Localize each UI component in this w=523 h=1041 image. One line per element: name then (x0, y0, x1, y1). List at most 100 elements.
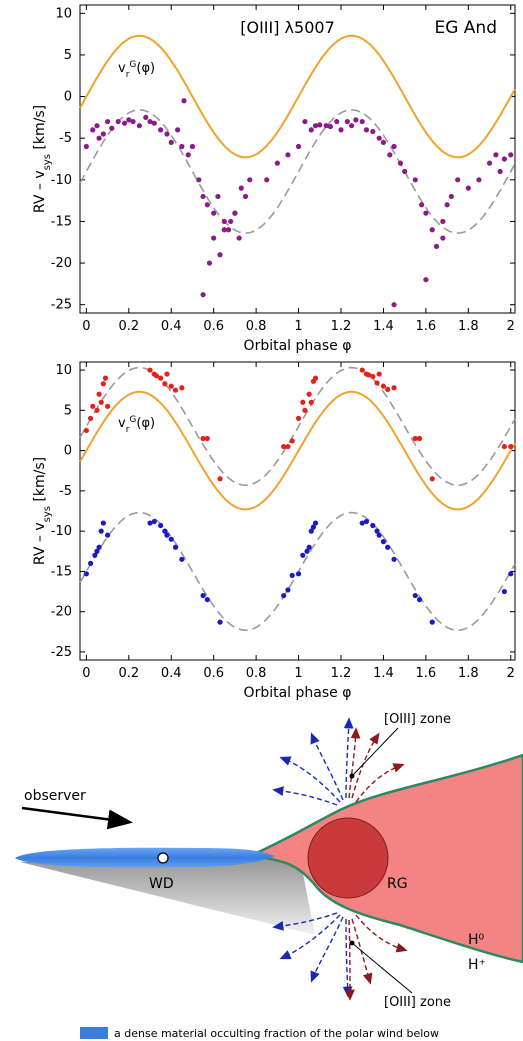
data-point (143, 114, 149, 120)
data-point (274, 160, 280, 166)
data-point (147, 520, 153, 526)
x-tick-label: 1.4 (373, 319, 394, 334)
data-point (423, 277, 429, 283)
data-point (281, 592, 287, 599)
data-point (300, 399, 306, 405)
wind-arrow (310, 916, 344, 983)
data-point (221, 218, 227, 225)
data-point (94, 123, 100, 129)
accretion-disk (15, 847, 275, 868)
data-point (486, 160, 493, 166)
zone-pointer-top (351, 727, 399, 777)
data-point (376, 371, 382, 377)
data-point (501, 588, 507, 595)
data-point (374, 528, 380, 534)
data-point (359, 520, 365, 526)
polar-wind-arrows-bottom (272, 912, 408, 1001)
data-point (164, 131, 170, 137)
data-point (370, 373, 376, 380)
data-point (175, 127, 181, 133)
data-point (289, 438, 295, 444)
data-point (238, 185, 244, 191)
data-point (465, 185, 471, 191)
y-tick-label: 10 (55, 6, 72, 21)
data-point (308, 528, 314, 534)
data-point (96, 135, 102, 141)
data-point (242, 193, 249, 200)
data-point (306, 544, 312, 550)
data-point (327, 123, 333, 130)
data-point (363, 518, 370, 525)
wind-arrow (355, 763, 405, 803)
curve-vrG (79, 390, 516, 511)
data-point (295, 143, 302, 150)
y-tick-label: -20 (51, 256, 72, 271)
data-point (247, 177, 253, 183)
data-point (168, 383, 174, 389)
wind-arrow (355, 914, 408, 953)
data-point (90, 127, 96, 133)
data-point (295, 571, 302, 577)
data-point (204, 596, 210, 603)
x-tick-label: 0.6 (203, 666, 224, 681)
wind-arrow (351, 918, 373, 985)
x-tick-label: 1.4 (373, 666, 394, 681)
geometry-diagram: observer WD RG [OIII] zone [OIII] zone H… (15, 712, 523, 1040)
x-tick-label: 0 (82, 666, 90, 681)
y-tick-label: 0 (64, 444, 72, 459)
data-point (440, 235, 446, 241)
data-point (365, 372, 372, 378)
data-point (497, 168, 503, 175)
x-tick-label: 0.2 (118, 319, 139, 334)
y-tick-label: -15 (51, 564, 72, 579)
observer-arrow (21, 806, 133, 830)
data-point (285, 152, 291, 158)
data-point (306, 391, 312, 397)
curve-vrG (79, 34, 516, 159)
data-point (493, 152, 499, 158)
data-point (200, 193, 206, 200)
y-tick-label: -10 (51, 524, 72, 539)
data-point (412, 592, 418, 599)
y-axis-label: RV – vsys [km/s] (32, 457, 53, 565)
data-point (285, 587, 291, 593)
h0-label: H⁰ (468, 932, 485, 948)
data-point (115, 118, 121, 125)
data-point (281, 443, 287, 450)
data-point (94, 407, 100, 413)
x-tick-label: 0.4 (161, 319, 182, 334)
y-tick-label: -5 (59, 484, 72, 499)
data-point (204, 435, 210, 442)
data-point (412, 435, 418, 442)
data-point (304, 548, 310, 554)
y-tick-label: -15 (51, 214, 72, 229)
data-point (83, 143, 89, 150)
x-tick-label: 0.2 (118, 666, 139, 681)
x-axis-label: Orbital phase φ (244, 338, 352, 354)
data-point (221, 227, 227, 233)
data-point (448, 193, 454, 200)
y-tick-label: -5 (59, 131, 72, 146)
data-point (100, 381, 106, 387)
data-point (370, 128, 376, 135)
data-point (419, 202, 425, 208)
data-point (391, 302, 397, 308)
data-point (168, 139, 174, 145)
data-point (376, 532, 382, 538)
observer-label: observer (24, 788, 86, 804)
x-tick-label: 2 (507, 666, 515, 681)
x-tick-label: 1.6 (416, 666, 437, 681)
data-point (100, 520, 106, 526)
x-axis-label: Orbital phase φ (244, 685, 352, 701)
chart-middle: 0 0.2 0.4 0.6 0.8 1 1.2 1.4 1.6 1.8 2 10 5 0 -5 -10 -15 -… (32, 361, 516, 701)
chart-title: [OIII] λ5007 (240, 18, 335, 37)
data-point (92, 552, 98, 558)
zone-dot-top (349, 773, 355, 779)
curve-label: vrG(φ) (118, 415, 155, 435)
data-point (200, 592, 206, 599)
data-point (130, 118, 136, 125)
data-point (302, 407, 308, 413)
data-point (228, 218, 234, 225)
x-tick-label: 1 (294, 319, 302, 334)
wind-arrow (351, 732, 380, 799)
